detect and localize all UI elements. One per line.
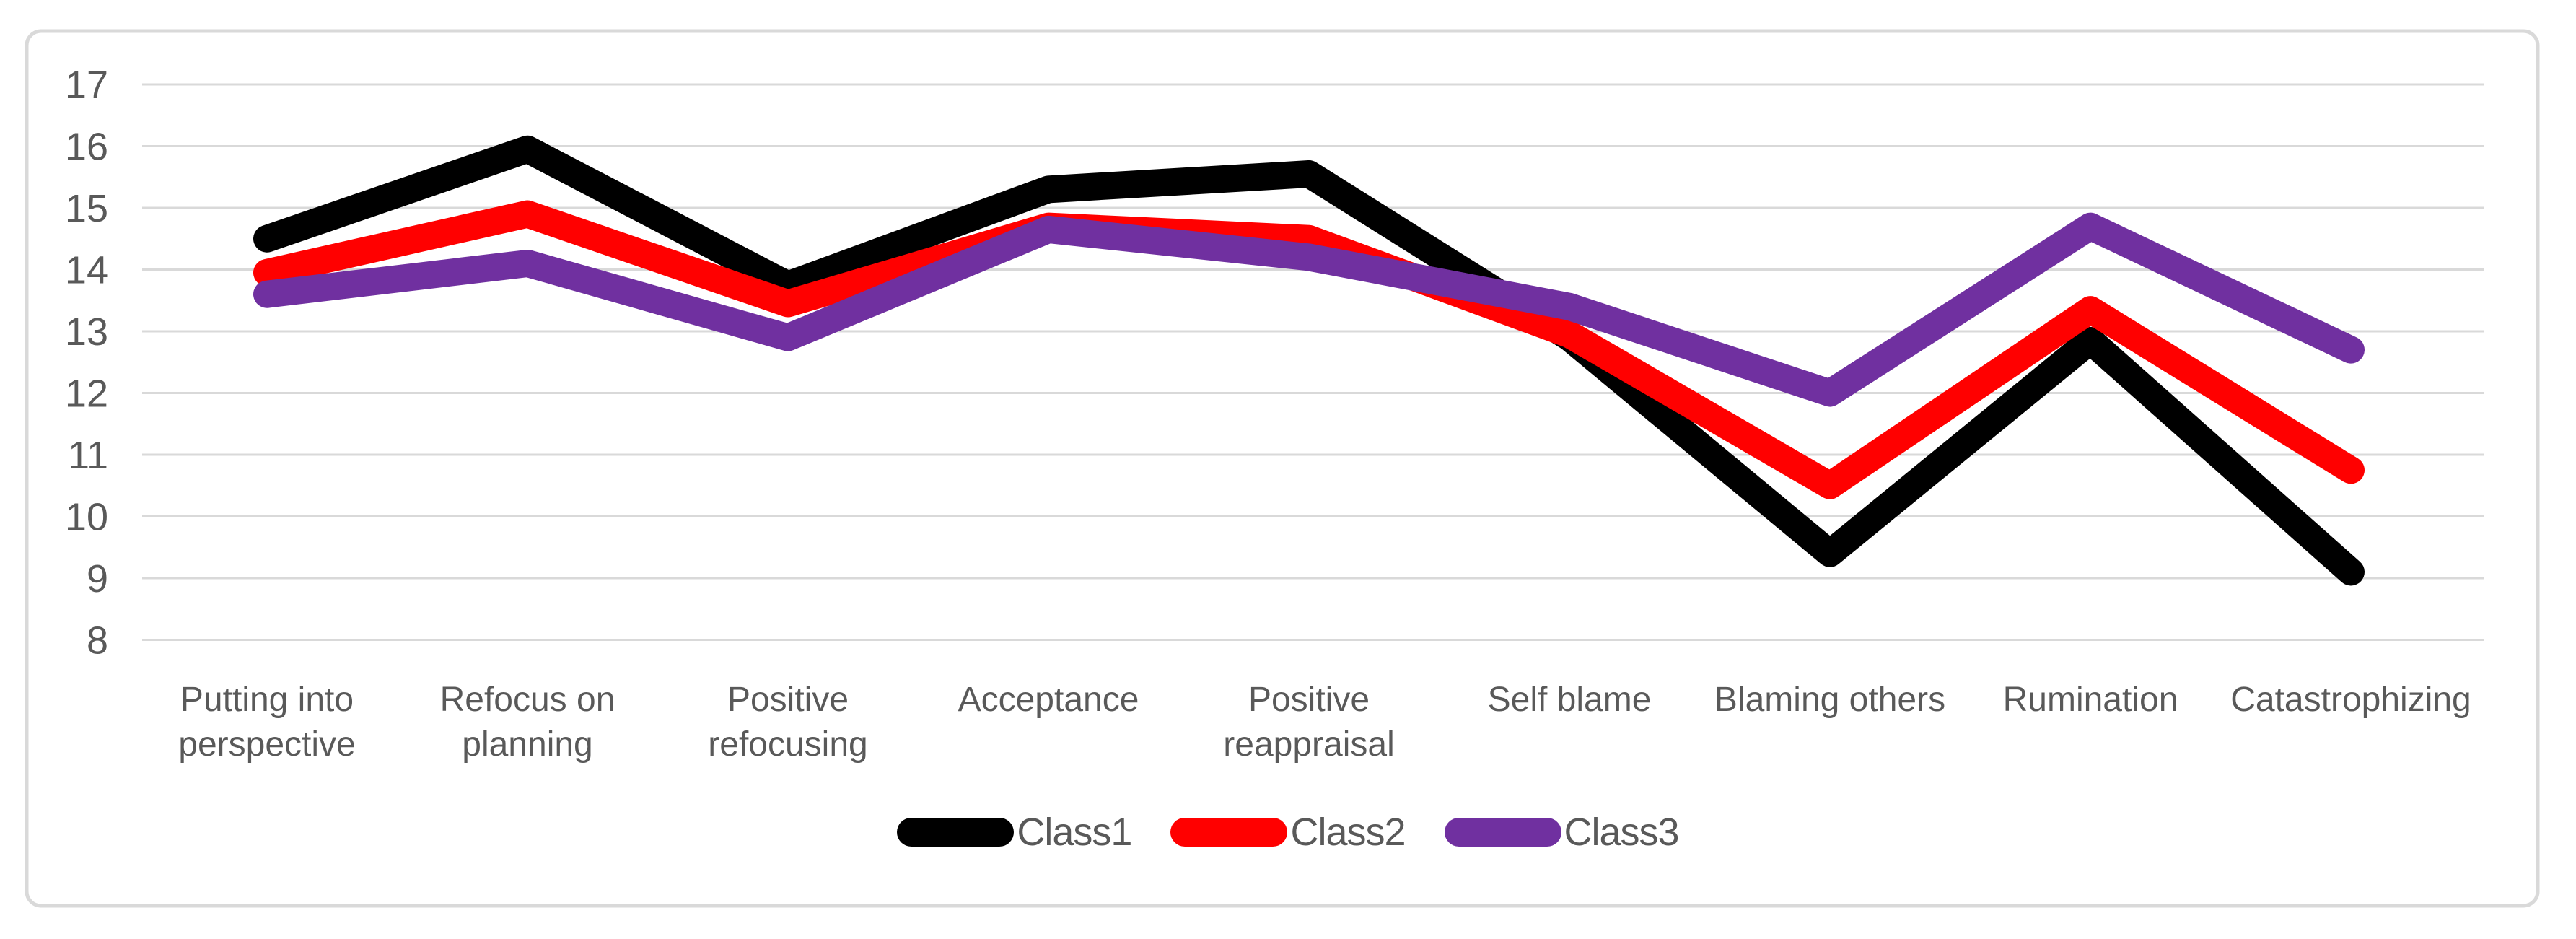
x-category-label: planning	[462, 725, 593, 764]
x-category-label: Acceptance	[958, 681, 1139, 719]
legend-item-class1: Class1	[897, 810, 1132, 855]
y-axis-tick-label: 15	[65, 187, 108, 230]
x-category-label: Positive	[727, 681, 849, 719]
x-category-label: Putting into	[180, 681, 354, 719]
legend-line-swatch-class1	[897, 818, 1015, 847]
legend-label-class1: Class1	[1017, 811, 1132, 854]
y-axis-tick-label: 16	[65, 126, 108, 169]
legend-label-class2: Class2	[1290, 811, 1406, 854]
x-category-label: reappraisal	[1223, 725, 1394, 764]
x-category-label: Rumination	[2003, 681, 2178, 719]
x-category-label: perspective	[178, 725, 355, 764]
legend-item-class2: Class2	[1170, 810, 1406, 855]
x-category-label: Catastrophizing	[2230, 681, 2471, 719]
chart-legend: Class1 Class2 Class3	[0, 807, 2576, 857]
x-category-label: Refocus on	[440, 681, 615, 719]
legend-line-swatch-class2	[1170, 818, 1288, 847]
y-axis-tick-label: 12	[65, 372, 108, 416]
y-axis-tick-label: 13	[65, 310, 108, 354]
y-axis-tick-label: 8	[87, 619, 108, 663]
x-category-label: Positive	[1248, 681, 1370, 719]
series-line-class2	[253, 200, 2365, 499]
x-category-label: Self blame	[1488, 681, 1652, 719]
y-axis-tick-label: 14	[65, 249, 108, 292]
y-axis-tick-label: 11	[68, 434, 108, 477]
legend-label-class3: Class3	[1564, 811, 1680, 854]
y-axis-tick-label: 9	[87, 557, 108, 600]
y-axis-tick-label: 10	[65, 496, 108, 539]
y-axis-tick-label: 17	[65, 64, 108, 107]
series-line-class3	[253, 212, 2365, 407]
x-category-label: Blaming others	[1714, 681, 1945, 719]
legend-item-class3: Class3	[1444, 810, 1680, 855]
legend-line-swatch-class3	[1444, 818, 1561, 847]
series-line-class1	[253, 135, 2365, 586]
x-category-label: refocusing	[708, 725, 867, 764]
